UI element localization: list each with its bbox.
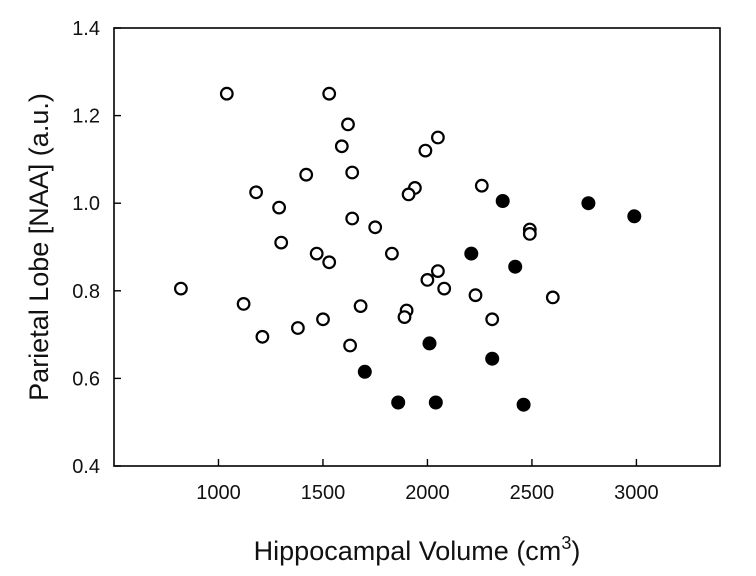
- data-point-open: [353, 299, 368, 314]
- y-axis: 0.4 0.6 0.8 1.0 1.2 1.4: [72, 18, 121, 478]
- data-point-open: [341, 117, 355, 132]
- x-tick-label: 3000: [614, 482, 659, 504]
- data-point-open: [401, 187, 416, 202]
- data-point-open: [309, 246, 324, 261]
- data-point-open: [255, 329, 270, 344]
- data-point-filled: [391, 395, 406, 410]
- data-point-open: [385, 246, 399, 261]
- y-tick-label: 0.4: [72, 456, 100, 478]
- y-tick-label: 0.8: [72, 281, 100, 303]
- data-point-filled: [495, 194, 510, 208]
- x-axis-title: Hippocampal Volume (cm3): [254, 533, 581, 566]
- data-point-open: [420, 273, 435, 287]
- y-tick-label: 1.2: [72, 106, 100, 128]
- data-point-open: [274, 235, 289, 250]
- data-point-open: [545, 290, 560, 305]
- x-tick-label: 2000: [405, 482, 450, 504]
- x-tick-label: 1500: [301, 482, 346, 504]
- data-point-open: [343, 338, 358, 353]
- data-point-open: [236, 297, 251, 311]
- data-point-filled: [422, 336, 437, 351]
- x-axis-title-superscript: 3: [561, 533, 571, 553]
- y-tick-label: 1.4: [72, 18, 100, 40]
- data-point-filled: [508, 259, 523, 274]
- data-point-open: [291, 321, 305, 335]
- data-point-filled: [627, 209, 642, 224]
- data-point-open: [397, 310, 412, 325]
- data-point-filled: [357, 364, 372, 379]
- data-point-filled: [485, 351, 500, 366]
- data-point-open: [173, 281, 188, 296]
- data-point-open: [474, 178, 489, 193]
- data-points: [173, 86, 642, 412]
- y-axis-title: Parietal Lobe [NAA] (a.u.): [24, 93, 54, 401]
- data-point-open: [431, 130, 445, 145]
- data-point-open: [437, 281, 452, 296]
- data-point-open: [299, 167, 314, 182]
- data-point-open: [345, 211, 360, 226]
- data-point-filled: [516, 397, 531, 412]
- data-point-open: [334, 139, 349, 154]
- x-axis-title-main: Hippocampal Volume (cm: [254, 536, 562, 566]
- data-point-filled: [581, 196, 596, 211]
- x-axis-title-suffix: ): [571, 536, 580, 566]
- data-point-filled: [464, 246, 479, 261]
- x-tick-label: 2500: [510, 482, 555, 504]
- data-point-open: [468, 288, 483, 303]
- data-point-open: [368, 220, 383, 235]
- data-point-open: [272, 200, 287, 215]
- data-point-open: [485, 312, 500, 327]
- data-point-open: [345, 165, 360, 180]
- x-axis: 1000 1500 2000 2500 3000: [196, 459, 659, 504]
- plot-area: [113, 27, 721, 467]
- y-tick-label: 0.6: [72, 368, 100, 390]
- data-point-filled: [428, 395, 443, 410]
- data-point-open: [418, 143, 433, 158]
- plot-frame: [113, 27, 721, 467]
- x-tick-label: 1000: [196, 482, 241, 504]
- data-point-open: [322, 255, 337, 270]
- data-point-open: [431, 264, 445, 279]
- data-point-open: [249, 185, 264, 200]
- data-point-open: [522, 226, 537, 241]
- data-point-open: [316, 312, 330, 327]
- data-point-open: [322, 86, 337, 101]
- data-point-open: [219, 86, 234, 101]
- y-tick-label: 1.0: [72, 193, 100, 215]
